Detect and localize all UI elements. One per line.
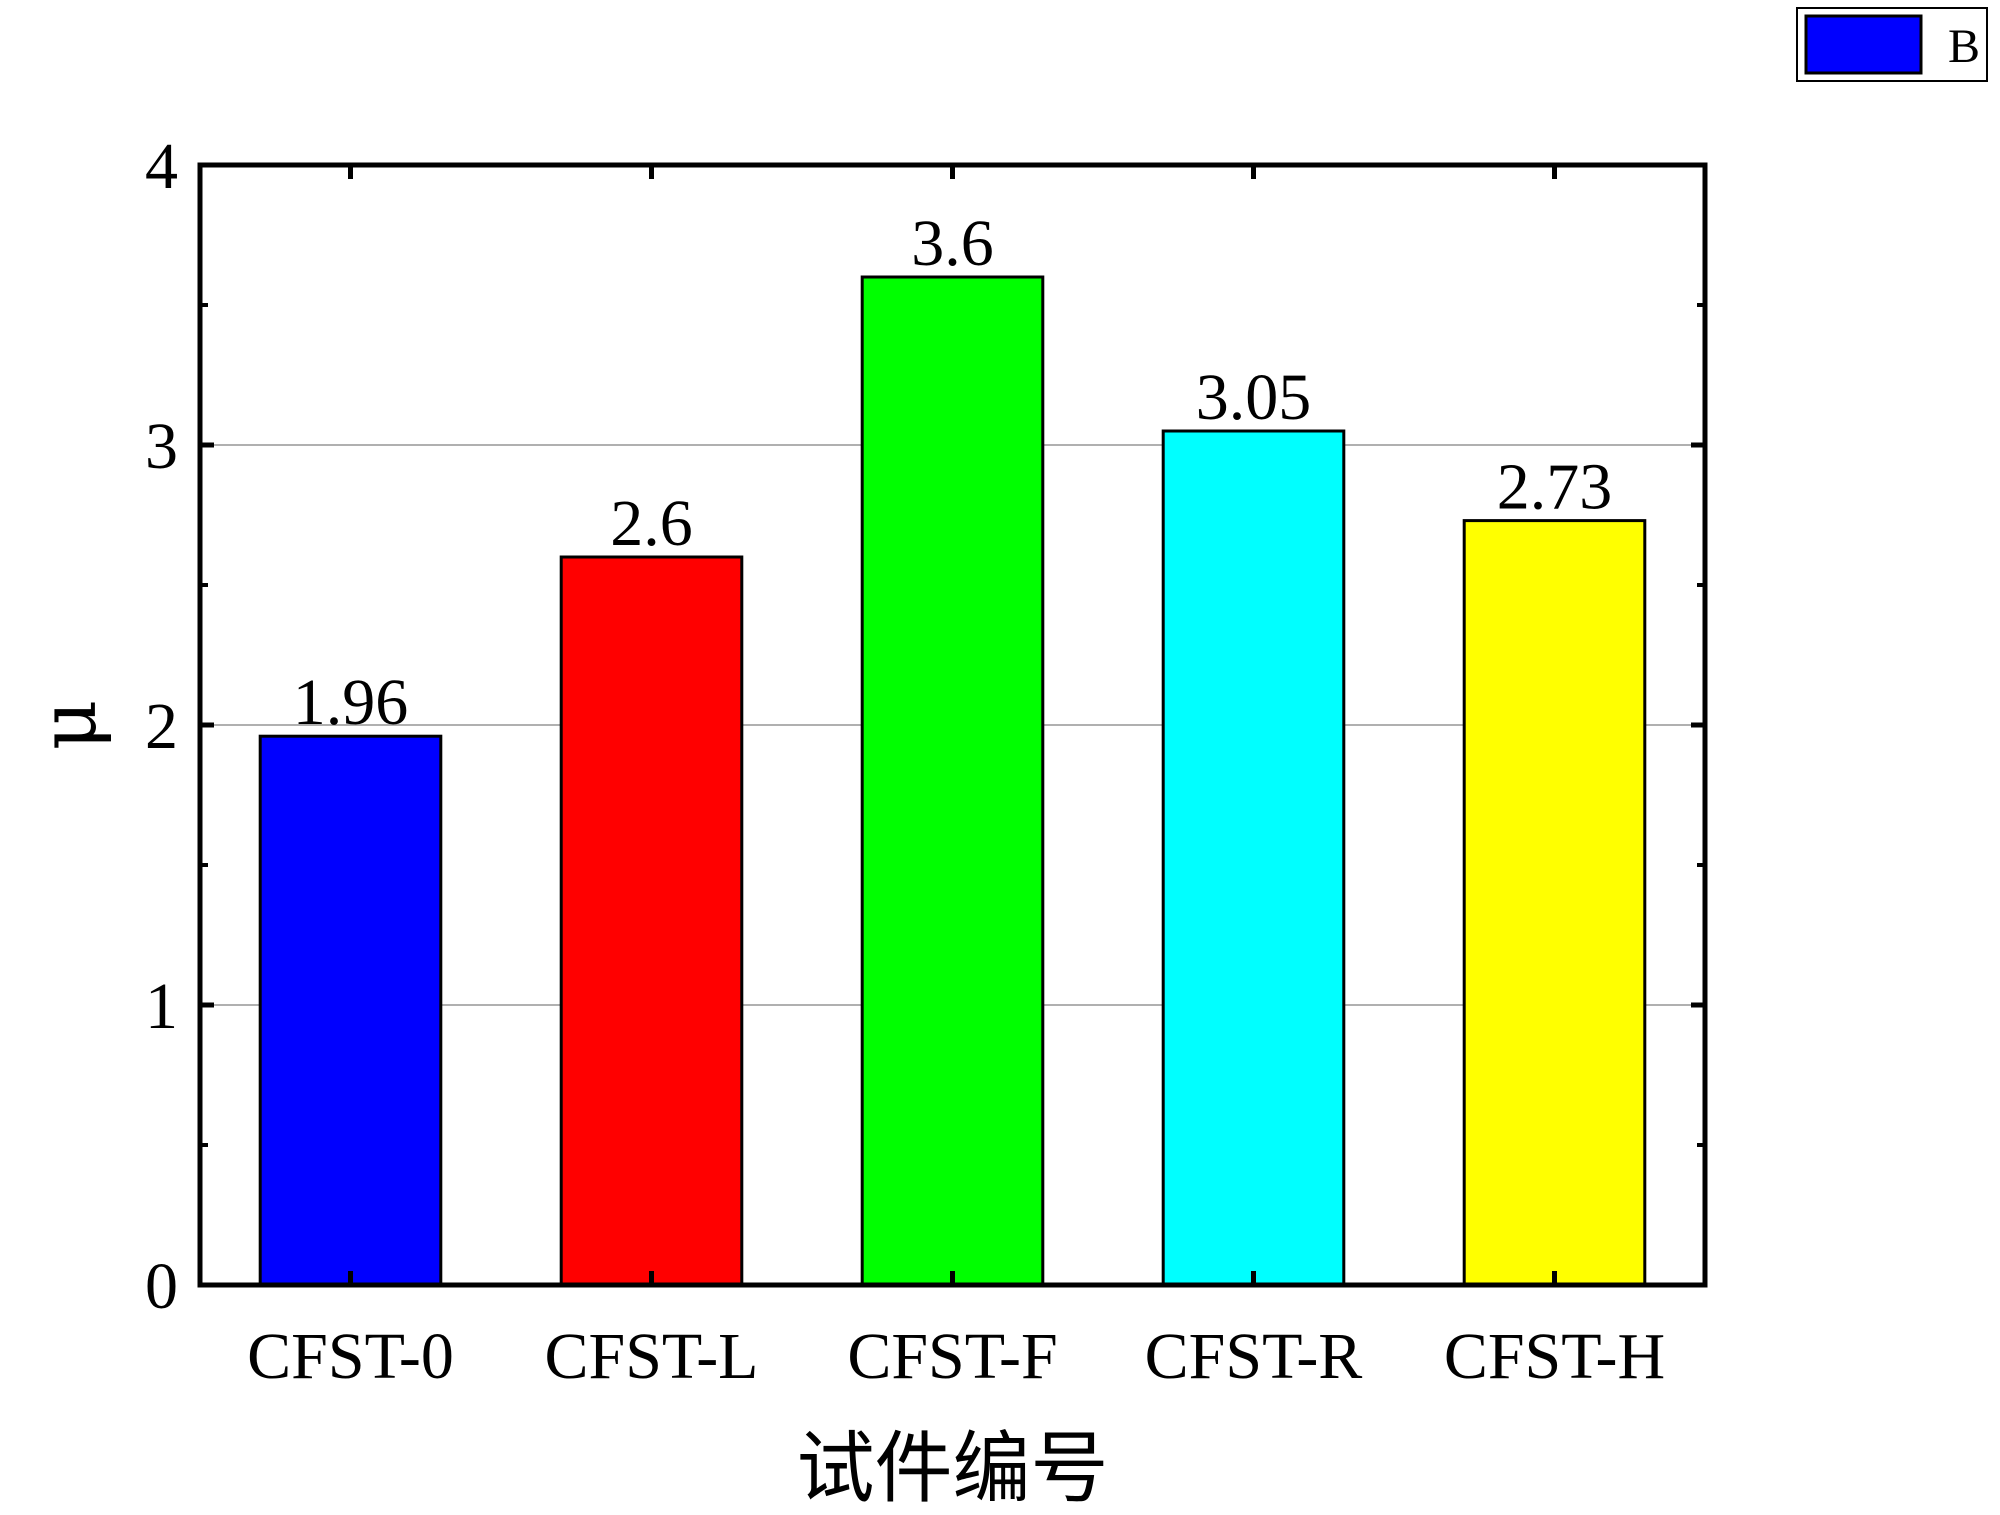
y-axis-title: μ bbox=[24, 700, 114, 751]
x-axis-title: 试件编号 bbox=[796, 1424, 1108, 1514]
ytick-label-1: 1 bbox=[145, 970, 178, 1043]
x-category-labels: CFST-0 CFST-L CFST-F CFST-R CFST-H bbox=[247, 1320, 1665, 1393]
ytick-label-4: 4 bbox=[145, 130, 178, 203]
bar-CFST-R bbox=[1161, 429, 1346, 1287]
data-label-CFST-F: 3.6 bbox=[911, 207, 994, 280]
data-label-CFST-R: 3.05 bbox=[1196, 361, 1312, 434]
category-label-CFST-L: CFST-L bbox=[545, 1320, 759, 1393]
bar-CFST-L bbox=[559, 555, 744, 1287]
category-label-CFST-0: CFST-0 bbox=[247, 1320, 454, 1393]
bar-CFST-H bbox=[1462, 519, 1647, 1287]
data-labels: 1.96 2.6 3.6 3.05 2.73 bbox=[293, 207, 1613, 739]
bars bbox=[258, 275, 1647, 1287]
plot-frame bbox=[197, 162, 1708, 1288]
ytick-label-3: 3 bbox=[145, 410, 178, 483]
legend-label: B bbox=[1948, 20, 1980, 73]
bar-CFST-F bbox=[860, 275, 1045, 1287]
legend: B bbox=[1796, 7, 1988, 82]
category-label-CFST-H: CFST-H bbox=[1444, 1320, 1665, 1393]
bar-CFST-0 bbox=[258, 734, 443, 1287]
legend-swatch bbox=[1804, 14, 1923, 75]
ytick-label-0: 0 bbox=[145, 1250, 178, 1323]
data-label-CFST-H: 2.73 bbox=[1497, 451, 1613, 524]
ytick-label-2: 2 bbox=[145, 690, 178, 763]
data-label-CFST-0: 1.96 bbox=[293, 666, 409, 739]
data-label-CFST-L: 2.6 bbox=[610, 487, 693, 560]
category-label-CFST-R: CFST-R bbox=[1145, 1320, 1363, 1393]
y-tick-labels: 0 1 2 3 4 bbox=[145, 130, 178, 1323]
category-label-CFST-F: CFST-F bbox=[847, 1320, 1057, 1393]
